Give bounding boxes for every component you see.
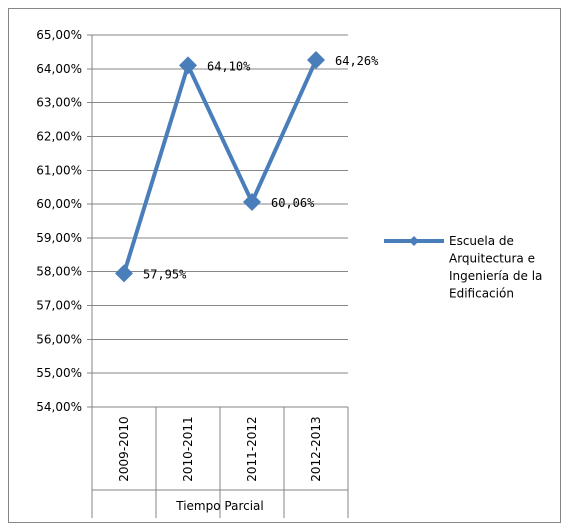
y-tick-label: 55,00% [36, 366, 82, 380]
data-label: 64,26% [335, 54, 379, 68]
data-label: 64,10% [207, 59, 251, 73]
legend-label: Arquitectura e [449, 252, 535, 266]
legend-label: Edificación [449, 287, 514, 301]
data-point [115, 264, 133, 283]
y-tick-label: 61,00% [36, 163, 82, 177]
data-point [243, 193, 261, 212]
group-label: Tiempo Parcial [175, 499, 263, 513]
legend-marker [409, 236, 419, 246]
x-tick-label: 2009-2010 [117, 416, 131, 481]
y-tick-label: 58,00% [36, 265, 82, 279]
data-point [179, 56, 197, 75]
y-tick-label: 56,00% [36, 332, 82, 346]
x-tick-label: 2012-2013 [309, 416, 323, 481]
legend-label: Ingeniería de la [449, 269, 542, 283]
legend-label: Escuela de [449, 234, 514, 248]
y-tick-label: 63,00% [36, 96, 82, 110]
x-tick-label: 2011-2012 [245, 416, 259, 481]
data-label: 57,95% [143, 267, 187, 281]
x-tick-label: 2010-2011 [181, 416, 195, 481]
data-point [307, 51, 325, 70]
y-tick-label: 59,00% [36, 231, 82, 245]
data-label: 60,06% [271, 196, 315, 210]
y-tick-label: 60,00% [36, 197, 82, 211]
y-tick-label: 64,00% [36, 62, 82, 76]
y-tick-label: 57,00% [36, 299, 82, 313]
series-line [122, 59, 318, 275]
y-tick-label: 65,00% [36, 28, 82, 42]
y-tick-label: 54,00% [36, 400, 82, 414]
y-tick-label: 62,00% [36, 129, 82, 143]
